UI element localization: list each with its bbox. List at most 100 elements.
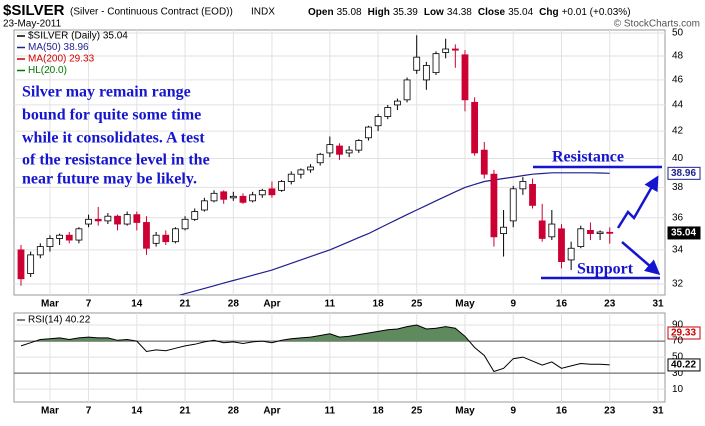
candle-body xyxy=(519,181,527,190)
legend-label: MA(200) 29.33 xyxy=(28,54,95,65)
stat-value: 35.39 xyxy=(393,7,418,18)
candle-body xyxy=(200,200,208,211)
legend-label: MA(50) 38.96 xyxy=(28,42,89,53)
candle-body xyxy=(27,254,35,274)
candle-body xyxy=(577,228,585,248)
candle-body xyxy=(75,228,83,241)
candle-body xyxy=(162,234,170,243)
y-tick-label: 40 xyxy=(672,153,684,164)
x-tick-label: 16 xyxy=(556,406,568,417)
candle-body xyxy=(172,228,179,243)
x-tick-label: 7 xyxy=(86,299,92,310)
candle-body xyxy=(278,181,285,191)
y-tick-label: 36 xyxy=(672,212,684,223)
candle-body xyxy=(413,56,421,71)
candle-body xyxy=(181,218,189,230)
x-tick-label: Mar xyxy=(41,299,59,310)
stat-value: 35.08 xyxy=(337,7,362,18)
candle-body xyxy=(36,246,44,256)
x-tick-label: 25 xyxy=(411,406,423,417)
plot-area xyxy=(13,29,666,296)
x-tick-label: 23 xyxy=(604,299,616,310)
candle-body xyxy=(220,191,228,200)
stats: Open 35.08 High 35.39 Low 34.38 Close 35.04 Chg +… xyxy=(308,7,631,18)
x-tick-label: 7 xyxy=(86,406,92,417)
candle-body xyxy=(529,184,536,206)
candle-body xyxy=(490,173,498,238)
note-line: while it consolidates. A test xyxy=(22,130,205,147)
x-tick-label: 9 xyxy=(510,299,516,310)
candle-body xyxy=(548,223,556,238)
stat-label: Low xyxy=(424,7,444,18)
candle-body xyxy=(345,149,353,154)
badge-label: 38.96 xyxy=(671,168,696,179)
candle-body xyxy=(509,188,517,222)
y-tick-label: 48 xyxy=(672,51,684,62)
y-tick-label: 90 xyxy=(672,320,684,331)
stat-value: 35.04 xyxy=(508,7,533,18)
y-tick-label: 50 xyxy=(672,28,684,39)
candle-body xyxy=(403,79,411,101)
rsi-panel: Mar 7 14 21 28 Apr 11 18 25 May 9 16 23 31 10 30 50 70 90 R… xyxy=(13,312,701,417)
x-tick-label: 28 xyxy=(228,406,240,417)
x-tick-label: 11 xyxy=(325,299,336,310)
x-tick-label: 21 xyxy=(180,299,192,310)
candle-body xyxy=(133,214,141,223)
stat-label: Chg xyxy=(539,7,558,18)
candle-body xyxy=(56,234,64,239)
candle-body xyxy=(297,169,305,175)
candle-body xyxy=(94,218,102,222)
x-tick-label: 28 xyxy=(228,299,240,310)
value-badge xyxy=(667,326,701,340)
y-tick-label: 34 xyxy=(672,245,684,256)
y-tick-label: 10 xyxy=(672,384,684,395)
x-tick-label: 25 xyxy=(411,299,423,310)
candle-body xyxy=(432,53,440,74)
candle-body xyxy=(336,145,343,155)
note-line: bound for quite some time xyxy=(22,107,201,124)
stat-label: High xyxy=(368,7,390,18)
badge-label: 29.33 xyxy=(671,328,696,339)
note-line: of the resistance level in the xyxy=(22,152,210,169)
candle-body xyxy=(538,220,546,239)
candle-body xyxy=(258,189,266,196)
candle-body xyxy=(451,48,459,51)
candle-body xyxy=(471,101,479,154)
candle-body xyxy=(210,192,218,202)
subtitle: (Silver - Continuous Contract (EOD)) xyxy=(70,7,233,18)
candle-body xyxy=(606,231,614,234)
candle-body xyxy=(229,195,237,199)
candle-body xyxy=(500,226,507,235)
x-tick-label: Apr xyxy=(263,406,280,417)
candle-body xyxy=(287,173,295,182)
x-tick-label: Mar xyxy=(41,406,59,417)
stat-value: 34.38 xyxy=(447,7,472,18)
y-tick-label: 70 xyxy=(672,336,684,347)
x-tick-label: Apr xyxy=(263,299,280,310)
candle-body xyxy=(46,238,54,248)
x-tick-label: 31 xyxy=(652,406,664,417)
resistance-label: Resistance xyxy=(552,149,624,166)
candle-body xyxy=(394,100,401,106)
candle-body xyxy=(442,48,450,53)
support-label: Support xyxy=(577,261,634,278)
candle-body xyxy=(143,222,150,249)
candle-body xyxy=(239,195,247,203)
stat-label: Open xyxy=(308,7,334,18)
x-tick-label: May xyxy=(455,406,475,417)
value-badge xyxy=(667,226,701,240)
annotations: Silver may remain range bound for quite … xyxy=(22,84,662,280)
x-tick-label: 21 xyxy=(180,406,192,417)
candle-body xyxy=(316,153,324,164)
candle-body xyxy=(326,144,334,154)
x-tick-label: 23 xyxy=(604,406,616,417)
candle-body xyxy=(355,140,363,151)
candle-body xyxy=(587,229,594,235)
candle-body xyxy=(268,188,276,196)
x-tick-label: 16 xyxy=(556,299,568,310)
price-panel: Mar 7 14 21 28 Apr 11 18 25 May 9 16 23 31 32 34 36 38 40 4… xyxy=(13,28,701,340)
badge-label: 35.04 xyxy=(671,228,696,239)
y-tick-label: 38 xyxy=(672,182,684,193)
candle-body xyxy=(596,231,604,235)
candle-body xyxy=(152,234,160,244)
